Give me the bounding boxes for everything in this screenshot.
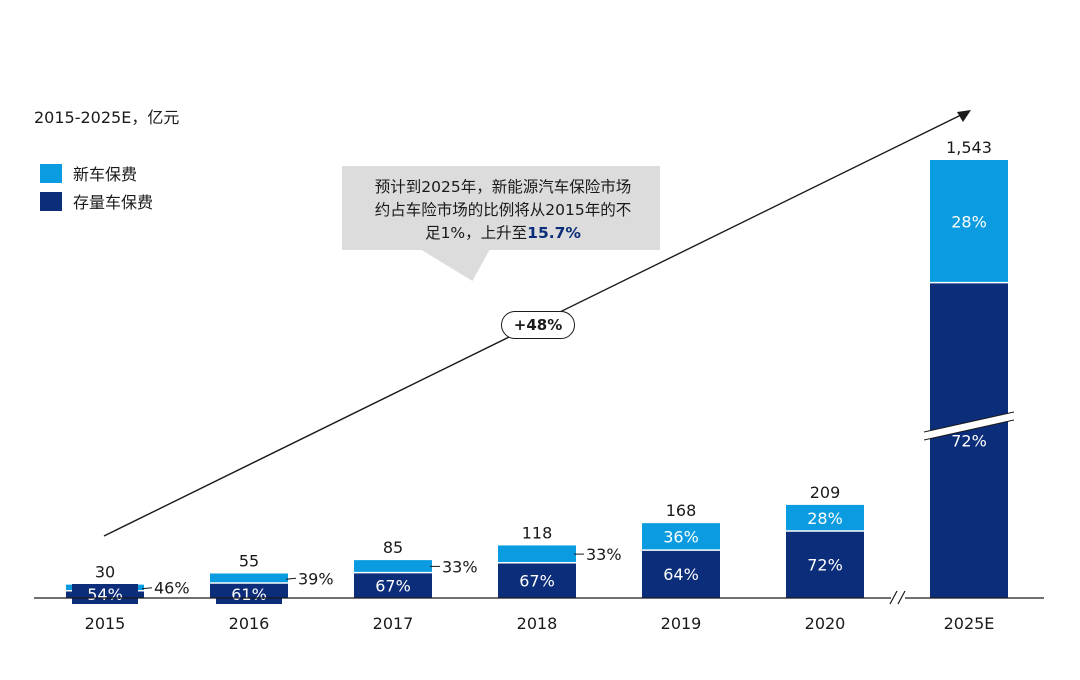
legend-label-existing-car: 存量车保费 — [73, 193, 154, 212]
total-label-2018: 118 — [522, 523, 553, 542]
total-label-2025e: 1,543 — [946, 138, 992, 157]
total-label-2017: 85 — [383, 538, 403, 557]
legend-item-new-car: 新车保费 — [40, 159, 153, 187]
share-box-existing-2015 — [72, 584, 138, 604]
bar-break-line-top — [923, 411, 1015, 433]
callout-line-3-prefix: 足1%，上升至 — [425, 224, 528, 242]
x-tick-label-2025e: 2025E — [944, 614, 995, 633]
x-axis-break-mark-1 — [889, 590, 898, 605]
callout-highlight: 15.7% — [527, 224, 581, 242]
share-label-new-2016: 39% — [298, 569, 334, 588]
share-label-existing-2025e: 72% — [951, 431, 987, 450]
bar-existing-2017 — [354, 572, 432, 598]
bar-break-line-bottom — [923, 419, 1015, 441]
x-axis-break-gap — [891, 590, 905, 606]
total-label-2016: 55 — [239, 551, 259, 570]
total-label-2020: 209 — [810, 483, 841, 502]
bar-new-2019 — [642, 523, 720, 551]
share-label-existing-2018: 67% — [519, 571, 555, 590]
bar-new-2017 — [354, 560, 432, 573]
legend-item-existing-car: 存量车保费 — [40, 187, 153, 215]
x-axis-break-mark-2 — [897, 590, 906, 605]
bar-existing-2018 — [498, 562, 576, 598]
trend-arrow-head — [957, 110, 971, 122]
legend: 新车保费 存量车保费 — [40, 159, 153, 215]
x-tick-label-2015: 2015 — [85, 614, 126, 633]
legend-swatch-existing-car — [40, 191, 62, 211]
bar-break-gap — [924, 412, 1014, 440]
unit-note: 2015-2025E，亿元 — [34, 108, 180, 127]
share-label-existing-2019: 64% — [663, 565, 699, 584]
x-tick-label-2016: 2016 — [229, 614, 270, 633]
x-tick-label-2018: 2018 — [517, 614, 558, 633]
share-label-new-2025e: 28% — [951, 212, 987, 231]
share-label-new-2017: 33% — [442, 557, 478, 576]
growth-badge: +48% — [501, 311, 575, 339]
bar-new-2025e — [930, 160, 1008, 283]
share-box-existing-2016 — [216, 584, 282, 604]
callout-line-1: 预计到2025年，新能源汽车保险市场 — [374, 178, 632, 196]
total-label-2019: 168 — [666, 501, 697, 520]
share-label-existing-2020: 72% — [807, 555, 843, 574]
bar-new-2018 — [498, 545, 576, 563]
bar-new-2016 — [210, 573, 288, 584]
bar-existing-2020 — [786, 530, 864, 598]
callout-box: 预计到2025年，新能源汽车保险市场 约占车险市场的比例将从2015年的不 足1… — [342, 166, 660, 250]
callout-line-3: 足1%，上升至15.7% — [354, 222, 652, 245]
total-label-2015: 30 — [95, 563, 115, 582]
share-label-new-2020: 28% — [807, 509, 843, 528]
callout-line-2: 约占车险市场的比例将从2015年的不 — [374, 201, 632, 219]
share-label-new-2018: 33% — [586, 545, 622, 564]
share-label-existing-2016: 61% — [231, 585, 267, 604]
share-label-new-2019: 36% — [663, 528, 699, 547]
x-tick-label-2017: 2017 — [373, 614, 414, 633]
share-label-existing-2017: 67% — [375, 576, 411, 595]
bar-new-2020 — [786, 504, 864, 531]
share-label-existing-2015: 54% — [87, 585, 123, 604]
bar-existing-2025e — [930, 282, 1008, 598]
x-tick-label-2019: 2019 — [661, 614, 702, 633]
share-label-new-2015: 46% — [154, 579, 190, 598]
leader-line-2015 — [141, 587, 153, 590]
legend-swatch-new-car — [40, 163, 62, 183]
leader-line-2016 — [285, 577, 297, 580]
x-tick-label-2020: 2020 — [805, 614, 846, 633]
bar-existing-2019 — [642, 550, 720, 598]
legend-label-new-car: 新车保费 — [73, 165, 138, 184]
